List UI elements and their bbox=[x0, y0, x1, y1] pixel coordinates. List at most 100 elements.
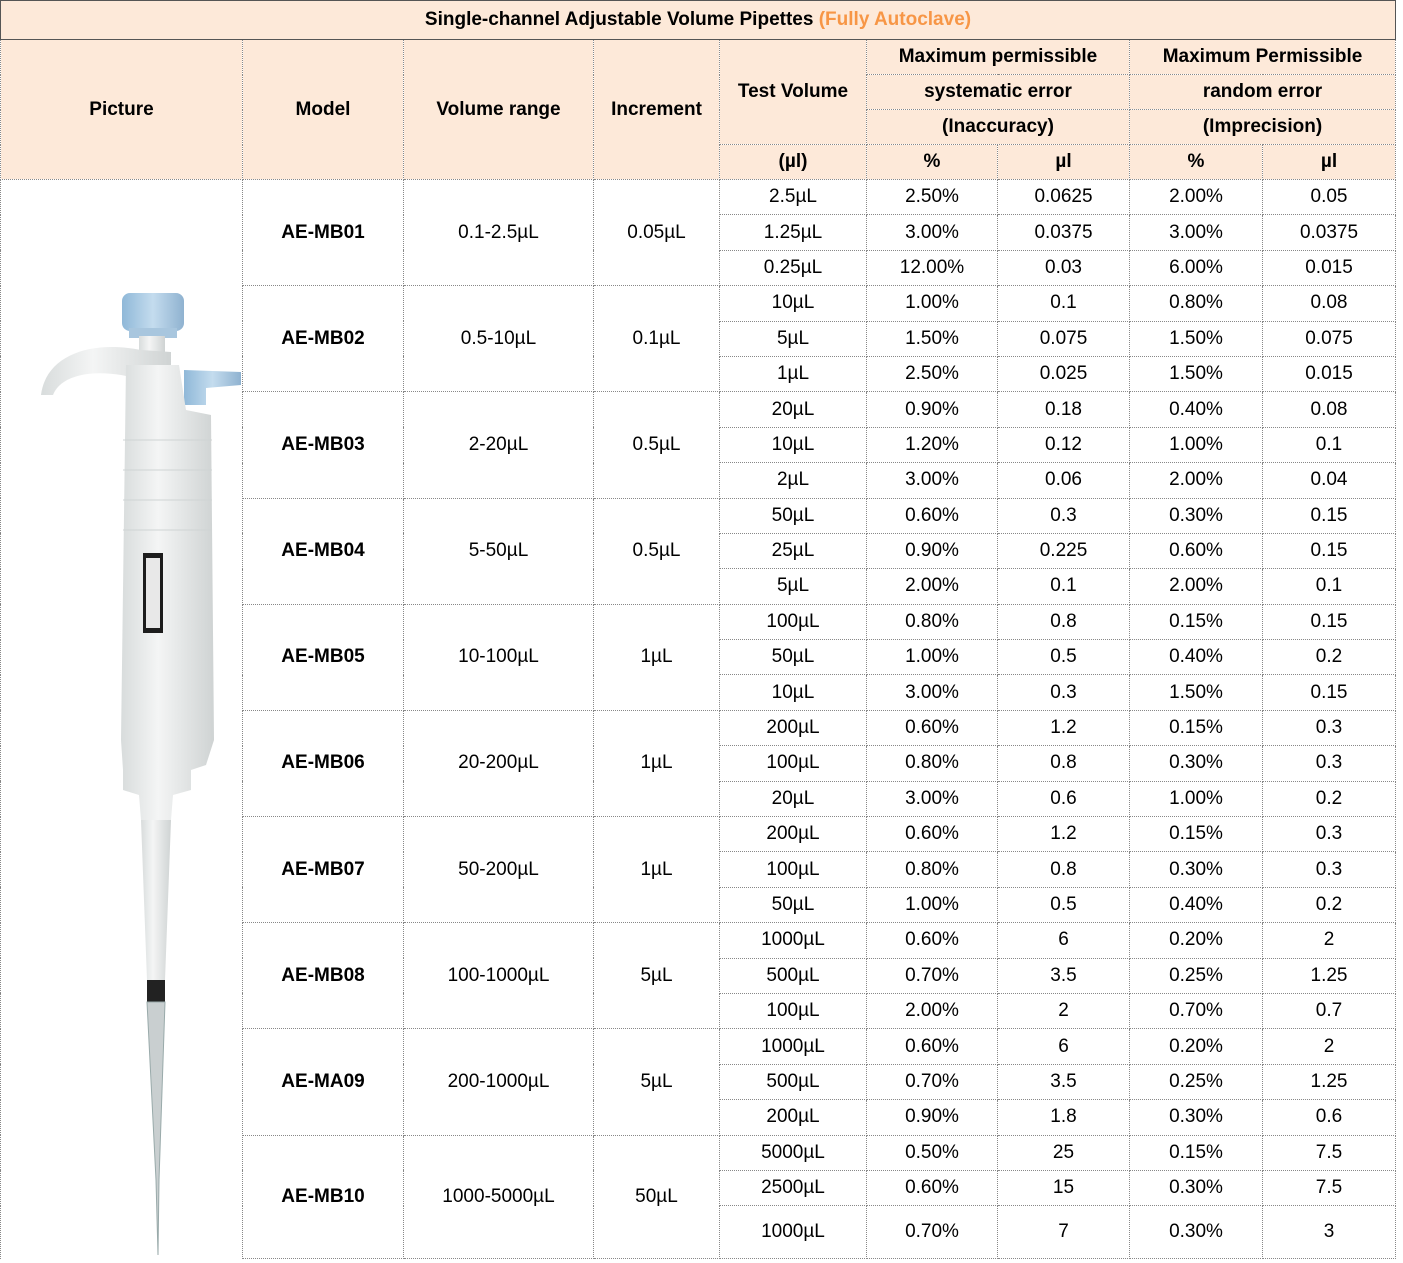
header-cell: (µl) bbox=[719, 144, 867, 180]
sys-error-pct: 0.60% bbox=[866, 709, 998, 747]
range-cell: 20-200µL bbox=[403, 709, 594, 818]
header-cell: µl bbox=[997, 144, 1130, 180]
rand-error-pct: 0.25% bbox=[1129, 1063, 1263, 1101]
model-cell: AE-MB07 bbox=[242, 816, 404, 924]
sys-error-pct: 0.80% bbox=[866, 603, 998, 641]
table-row: 1.25µL 3.00% 0.0375 3.00% 0.0375 bbox=[1, 214, 1397, 251]
test-volume: 0.25µL bbox=[719, 249, 867, 287]
range-cell: 0.5-10µL bbox=[403, 285, 594, 393]
rand-error-ul: 0.15 bbox=[1261, 532, 1397, 570]
test-volume: 100µL bbox=[719, 992, 867, 1030]
sys-error-pct: 0.60% bbox=[866, 1028, 998, 1065]
model-cell: AE-MB05 bbox=[242, 603, 404, 711]
title-note: (Fully Autoclave) bbox=[818, 9, 972, 30]
sys-error-ul: 1.2 bbox=[997, 816, 1130, 853]
model-cell: AE-MB03 bbox=[242, 391, 404, 499]
sys-error-ul: 2 bbox=[997, 992, 1130, 1030]
rand-error-ul: 0.015 bbox=[1261, 249, 1397, 287]
increment-cell: 1µL bbox=[593, 709, 720, 818]
table-body: AE-MB01 0.1-2.5µL 0.05µL 2.5µL 2.50% 0.0625 2.… bbox=[0, 178, 1397, 1260]
sys-error-ul: 0.075 bbox=[997, 320, 1130, 357]
rand-error-pct: 0.20% bbox=[1129, 1028, 1263, 1065]
rand-error-pct: 0.30% bbox=[1129, 745, 1263, 782]
header-cell: Model bbox=[242, 39, 404, 180]
rand-error-pct: 0.25% bbox=[1129, 957, 1263, 994]
model-cell: AE-MB10 bbox=[242, 1134, 404, 1260]
sys-error-ul: 0.0375 bbox=[997, 214, 1130, 251]
sys-error-ul: 15 bbox=[997, 1169, 1130, 1207]
sys-error-ul: 0.0625 bbox=[997, 178, 1130, 216]
rand-error-ul: 0.2 bbox=[1261, 886, 1397, 924]
range-cell: 50-200µL bbox=[403, 816, 594, 924]
rand-error-ul: 0.3 bbox=[1261, 709, 1397, 747]
rand-error-ul: 0.2 bbox=[1261, 639, 1397, 676]
sys-error-pct: 0.70% bbox=[866, 1063, 998, 1101]
increment-cell: 5µL bbox=[593, 922, 720, 1030]
rand-error-ul: 0.15 bbox=[1261, 674, 1397, 711]
rand-error-pct: 1.50% bbox=[1129, 320, 1263, 357]
rand-error-ul: 0.0375 bbox=[1261, 214, 1397, 251]
test-volume: 1000µL bbox=[719, 922, 867, 959]
test-volume: 20µL bbox=[719, 391, 867, 428]
test-volume: 50µL bbox=[719, 886, 867, 924]
table-row: AE-MB08 100-1000µL 5µL 1000µL 0.60% 6 0.20% 2 bbox=[1, 922, 1397, 1030]
sys-error-ul: 0.1 bbox=[997, 285, 1130, 322]
rand-error-ul: 0.2 bbox=[1261, 780, 1397, 818]
rand-error-ul: 2 bbox=[1261, 922, 1397, 959]
rand-error-ul: 0.3 bbox=[1261, 851, 1397, 888]
sys-error-ul: 3.5 bbox=[997, 1063, 1130, 1101]
rand-error-pct: 2.00% bbox=[1129, 178, 1263, 216]
sys-error-pct: 0.60% bbox=[866, 816, 998, 853]
model-cell: AE-MB04 bbox=[242, 497, 404, 605]
sys-error-pct: 0.60% bbox=[866, 497, 998, 534]
rand-error-pct: 0.30% bbox=[1129, 497, 1263, 534]
test-volume: 1.25µL bbox=[719, 214, 867, 251]
rand-error-ul: 0.6 bbox=[1261, 1099, 1397, 1136]
sys-error-pct: 0.70% bbox=[866, 1205, 998, 1260]
increment-cell: 1µL bbox=[593, 603, 720, 711]
picture-cell bbox=[0, 178, 243, 1259]
sys-error-ul: 1.2 bbox=[997, 709, 1130, 747]
table-row: 1000µL 0.70% 7 0.30% 3 bbox=[1, 1205, 1397, 1260]
table-row: 1µL 2.50% 0.025 1.50% 0.015 bbox=[1, 355, 1397, 393]
model-cell: AE-MB06 bbox=[242, 709, 404, 818]
table-title: Single-channel Adjustable Volume Pipette… bbox=[0, 0, 1397, 40]
sys-error-pct: 0.70% bbox=[866, 957, 998, 994]
rand-error-ul: 1.25 bbox=[1261, 957, 1397, 994]
test-volume: 25µL bbox=[719, 532, 867, 570]
test-volume: 100µL bbox=[719, 745, 867, 782]
header-cell: systematic error bbox=[866, 74, 1130, 110]
rand-error-pct: 0.30% bbox=[1129, 1169, 1263, 1207]
rand-error-ul: 0.08 bbox=[1261, 285, 1397, 322]
sys-error-pct: 0.90% bbox=[866, 1099, 998, 1136]
test-volume: 200µL bbox=[719, 1099, 867, 1136]
test-volume: 50µL bbox=[719, 497, 867, 534]
test-volume: 200µL bbox=[719, 709, 867, 747]
rand-error-pct: 2.00% bbox=[1129, 462, 1263, 499]
table-row: AE-MB01 0.1-2.5µL 0.05µL 2.5µL 2.50% 0.0625 2.… bbox=[0, 178, 1397, 1259]
rand-error-ul: 1.25 bbox=[1261, 1063, 1397, 1101]
test-volume: 500µL bbox=[719, 1063, 867, 1101]
table-row: 100µL 0.80% 0.8 0.30% 0.3 bbox=[1, 851, 1397, 888]
sys-error-pct: 0.80% bbox=[866, 851, 998, 888]
rand-error-ul: 0.15 bbox=[1261, 603, 1397, 641]
rand-error-ul: 0.7 bbox=[1261, 992, 1397, 1030]
sys-error-ul: 3.5 bbox=[997, 957, 1130, 994]
table-row: 2µL 3.00% 0.06 2.00% 0.04 bbox=[1, 462, 1397, 499]
test-volume: 2µL bbox=[719, 462, 867, 499]
rand-error-pct: 0.30% bbox=[1129, 1099, 1263, 1136]
table-row: AE-MB10 1000-5000µL 50µL 5000µL 0.50% 25 0.15%… bbox=[1, 1134, 1397, 1260]
title-main: Single-channel Adjustable Volume Pipette… bbox=[424, 9, 814, 30]
rand-error-pct: 3.00% bbox=[1129, 214, 1263, 251]
header-cell: Picture bbox=[0, 39, 243, 180]
sys-error-ul: 0.06 bbox=[997, 462, 1130, 499]
sys-error-pct: 1.00% bbox=[866, 285, 998, 322]
table-row: 5µL 1.50% 0.075 1.50% 0.075 bbox=[1, 320, 1397, 357]
table-row: 25µL 0.90% 0.225 0.60% 0.15 bbox=[1, 532, 1397, 570]
rand-error-pct: 0.60% bbox=[1129, 532, 1263, 570]
test-volume: 1000µL bbox=[719, 1205, 867, 1260]
rand-error-ul: 3 bbox=[1261, 1205, 1397, 1260]
test-volume: 5000µL bbox=[719, 1134, 867, 1171]
range-cell: 5-50µL bbox=[403, 497, 594, 605]
range-cell: 10-100µL bbox=[403, 603, 594, 711]
